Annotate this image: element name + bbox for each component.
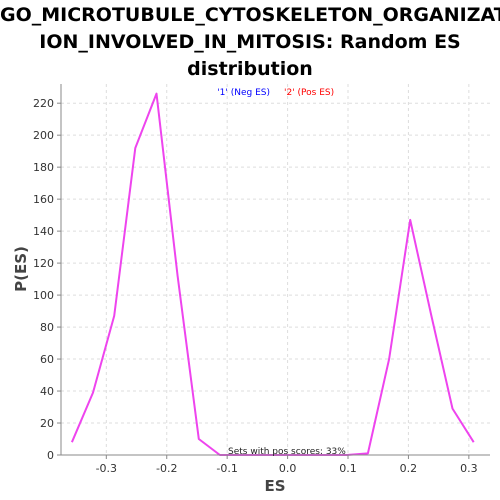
- x-tick-label: -0.3: [96, 462, 117, 475]
- x-axis-label: ES: [264, 477, 285, 495]
- x-tick-label: 0.3: [460, 462, 478, 475]
- axes: [60, 84, 490, 456]
- x-tick-label: -0.1: [216, 462, 237, 475]
- y-tick-label: 160: [33, 193, 54, 206]
- title-line-1: GO_MICROTUBULE_CYTOSKELETON_ORGANIZAT: [0, 4, 500, 26]
- legend-neg-es: '1' (Neg ES): [217, 88, 270, 98]
- x-tick-label: 0.2: [400, 462, 418, 475]
- y-tick-label: 40: [40, 385, 54, 398]
- title-line-2: ION_INVOLVED_IN_MITOSIS: Random ES: [39, 31, 461, 53]
- x-ticks: -0.3 -0.2 -0.1 0.0 0.1 0.2 0.3: [96, 455, 478, 475]
- x-tick-label: 0.1: [339, 462, 357, 475]
- y-axis-label: P(ES): [12, 246, 30, 292]
- chart-title: GO_MICROTUBULE_CYTOSKELETON_ORGANIZAT IO…: [0, 2, 500, 83]
- y-tick-label: 140: [33, 225, 54, 238]
- y-tick-label: 0: [47, 449, 54, 462]
- y-tick-label: 200: [33, 129, 54, 142]
- y-ticks: 0 20 40 60 80 100 120 140 160 180 200 220: [33, 97, 61, 462]
- y-tick-label: 120: [33, 257, 54, 270]
- x-tick-label: 0.0: [279, 462, 297, 475]
- legend-pos-es: '2' (Pos ES): [284, 88, 334, 98]
- y-tick-label: 60: [40, 353, 54, 366]
- plot-area: [61, 84, 490, 455]
- y-tick-label: 100: [33, 289, 54, 302]
- grid: [61, 84, 490, 456]
- y-tick-label: 180: [33, 161, 54, 174]
- title-line-3: distribution: [187, 58, 313, 80]
- x-tick-label: -0.2: [156, 462, 177, 475]
- y-tick-label: 220: [33, 97, 54, 110]
- y-tick-label: 20: [40, 417, 54, 430]
- pos-scores-annotation: Sets with pos scores: 33%: [228, 447, 346, 457]
- y-tick-label: 80: [40, 321, 54, 334]
